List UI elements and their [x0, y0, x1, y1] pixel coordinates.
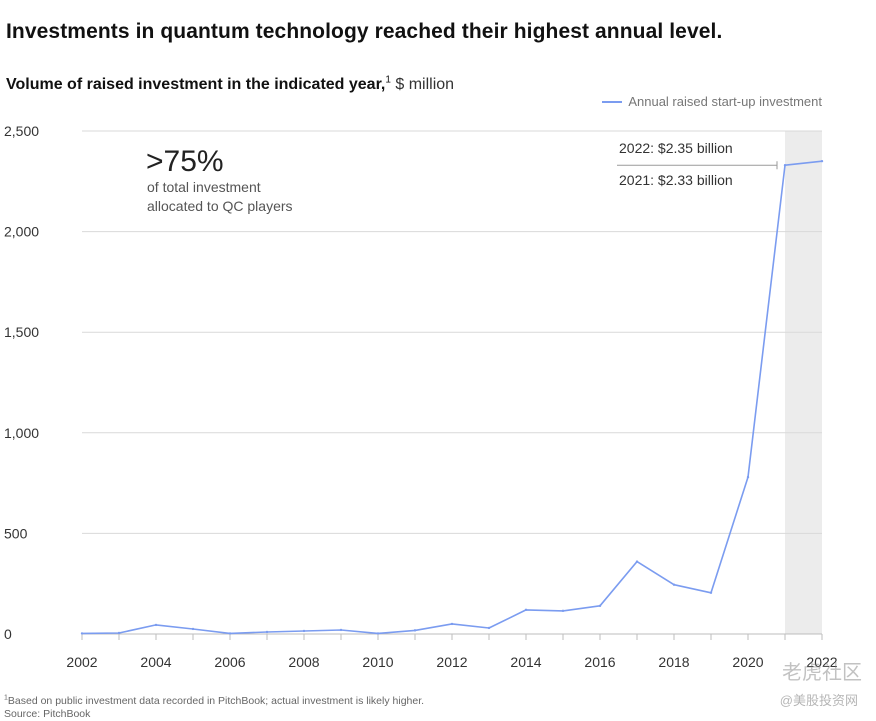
annotation-2021: 2021: $2.33 billion [619, 172, 733, 188]
data-point [191, 627, 195, 631]
subtitle-unit: $ million [390, 76, 455, 93]
watermark-handle: @美股投资网 [779, 693, 858, 708]
y-tick-label: 2,500 [4, 123, 39, 139]
data-point [598, 604, 602, 608]
data-point [746, 475, 750, 479]
y-tick-label: 2,000 [4, 224, 39, 240]
data-point [783, 164, 787, 167]
footnote-text: Based on public investment data recorded… [7, 695, 425, 707]
data-point [820, 159, 824, 163]
subtitle-footnote-mark: 1 [385, 74, 391, 86]
data-point [117, 631, 121, 635]
callout-percentage: >75% [146, 145, 224, 178]
x-tick-label: 2010 [362, 654, 393, 670]
highlight-band-2022 [785, 131, 822, 634]
legend-label: Annual raised start-up investment [628, 94, 822, 109]
data-point [561, 609, 565, 613]
legend-line-swatch [602, 100, 623, 103]
x-tick-label: 2002 [66, 654, 97, 670]
subtitle-text: Volume of raised investment in the indic… [6, 76, 386, 93]
line-chart: 0 500 1,000 1,500 2,000 2,500 2002 2004 2006 2008… [4, 123, 838, 670]
footnote: 1Based on public investment data recorde… [4, 695, 424, 721]
y-tick-label: 500 [4, 525, 28, 541]
x-tick-label: 2016 [584, 654, 615, 670]
data-point [635, 560, 639, 563]
x-tick-label: 2012 [436, 654, 467, 670]
chart-subtitle: Volume of raised investment in the indic… [6, 74, 455, 94]
data-point [265, 630, 269, 634]
data-point [709, 591, 713, 594]
x-tick-label: 2004 [140, 654, 171, 670]
x-tick-label: 2006 [214, 654, 245, 670]
x-tick-label: 2018 [658, 654, 689, 670]
x-tick-label: 2022 [806, 654, 837, 670]
data-point [487, 626, 491, 630]
callout-line-2: allocated to QC players [147, 198, 293, 214]
x-tick-label: 2014 [510, 654, 541, 670]
y-tick-label: 1,000 [4, 425, 39, 441]
data-point [154, 623, 158, 627]
data-point [302, 629, 306, 633]
y-tick-label: 0 [4, 626, 12, 642]
chart-headline: Investments in quantum technology reache… [6, 20, 723, 43]
x-tick-label: 2020 [732, 654, 763, 670]
data-point [524, 608, 528, 612]
x-tick-label: 2008 [288, 654, 319, 670]
data-point [228, 632, 232, 635]
data-point [413, 629, 417, 632]
data-point [672, 583, 676, 586]
footnote-mark: 1 [4, 694, 8, 702]
data-point [339, 628, 343, 632]
annotation-2022: 2022: $2.35 billion [619, 140, 733, 156]
data-point [450, 622, 454, 626]
data-point [376, 632, 380, 635]
footnote-line-1: 1Based on public investment data recorde… [4, 695, 424, 708]
chart-legend: Annual raised start-up investment [602, 94, 822, 109]
data-point [80, 632, 84, 635]
y-tick-label: 1,500 [4, 324, 39, 340]
callout-line-1: of total investment [147, 179, 261, 195]
footnote-source: Source: PitchBook [4, 708, 91, 720]
watermark-logo-text: 老虎社区 [782, 662, 862, 684]
